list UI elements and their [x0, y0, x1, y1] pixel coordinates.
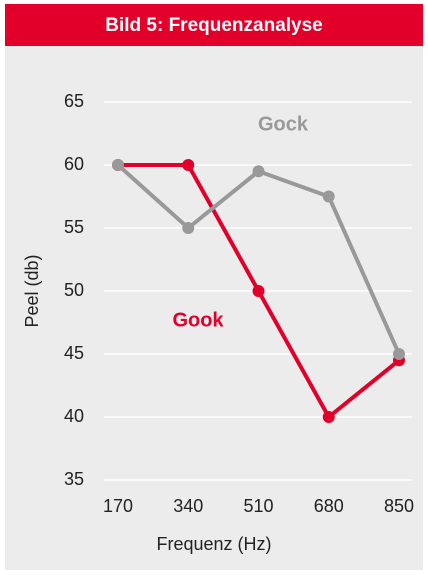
x-tick-label: 850 — [384, 496, 414, 516]
x-tick-label: 170 — [103, 496, 133, 516]
y-axis-label: Peel (db) — [22, 254, 42, 327]
x-tick-label: 680 — [314, 496, 344, 516]
data-point — [112, 159, 124, 171]
series-label: Gock — [258, 113, 309, 135]
data-point — [252, 165, 265, 178]
y-tick-label: 55 — [64, 217, 84, 237]
panel — [5, 4, 423, 570]
x-axis-label: Frequenz (Hz) — [156, 534, 271, 554]
data-point — [182, 159, 195, 171]
data-point — [252, 285, 265, 297]
header-bar — [5, 4, 423, 46]
y-tick-label: 65 — [64, 91, 84, 111]
y-tick-label: 60 — [64, 154, 84, 174]
chart-title: Bild 5: Frequenzanalyse — [105, 15, 323, 36]
y-tick-label: 45 — [64, 343, 84, 363]
data-point — [322, 190, 335, 203]
series-label: Gook — [172, 309, 224, 331]
x-tick-label: 510 — [243, 496, 273, 516]
data-point — [182, 222, 195, 234]
y-tick-label: 40 — [64, 406, 84, 426]
data-point — [322, 411, 335, 423]
x-tick-label: 340 — [173, 496, 203, 516]
y-tick-label: 35 — [64, 469, 84, 489]
y-tick-label: 50 — [64, 280, 84, 300]
data-point — [393, 348, 405, 360]
